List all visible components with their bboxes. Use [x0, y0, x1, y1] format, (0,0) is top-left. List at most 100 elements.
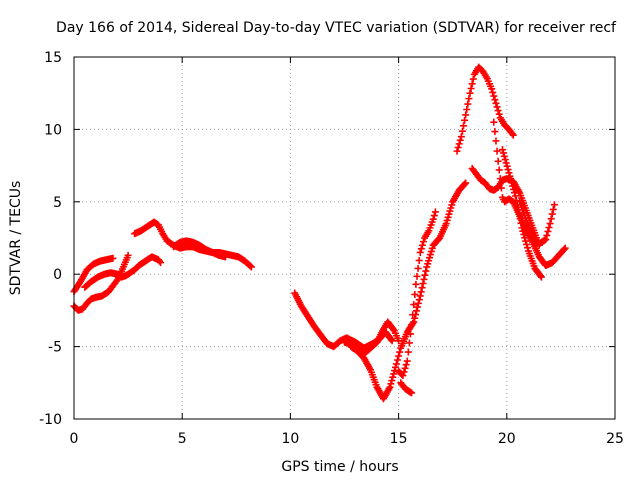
data-point	[247, 263, 255, 271]
data-point	[409, 319, 417, 327]
data-point	[388, 377, 396, 385]
data-point	[511, 192, 519, 200]
data-point	[410, 301, 418, 309]
data-point	[503, 162, 511, 170]
data-point	[155, 257, 163, 265]
data-point	[496, 175, 504, 183]
x-axis-label: GPS time / hours	[281, 459, 398, 475]
data-point	[516, 215, 524, 223]
data-point	[506, 172, 514, 180]
x-tick-labels: 0 5 10 15 20 25	[70, 431, 624, 447]
data-point	[560, 245, 568, 253]
data-point	[399, 372, 407, 380]
data-point	[549, 205, 557, 213]
data-point	[500, 152, 508, 160]
data-point	[112, 277, 120, 285]
data-point	[420, 275, 428, 283]
series-arc-15	[516, 198, 558, 248]
data-point	[493, 147, 501, 155]
data-point	[416, 292, 424, 300]
data-point	[407, 330, 415, 338]
data-point	[546, 220, 554, 228]
data-point	[542, 235, 550, 243]
y-tick-label: -5	[48, 340, 62, 356]
data-point	[414, 264, 422, 272]
data-point	[511, 189, 519, 197]
data-point	[493, 103, 501, 111]
data-point	[461, 116, 469, 124]
data-point	[523, 240, 531, 248]
data-point	[402, 361, 410, 369]
data-point	[419, 238, 427, 246]
data-point	[386, 383, 394, 391]
data-point	[409, 311, 417, 319]
data-point	[403, 357, 411, 365]
plot-frame	[73, 56, 616, 420]
data-point	[390, 370, 398, 378]
data-point	[458, 127, 466, 135]
data-point	[413, 303, 421, 311]
data-point	[495, 110, 503, 118]
series-arc-5	[170, 237, 229, 261]
data-point	[463, 105, 471, 113]
data-point	[461, 180, 469, 188]
data-point	[510, 185, 518, 193]
data-point	[401, 364, 409, 372]
series-arc-3	[81, 253, 165, 291]
y-tick-label: 5	[53, 195, 62, 211]
data-point	[494, 107, 502, 115]
data-point	[392, 363, 400, 371]
data-point	[429, 215, 437, 223]
data-point	[488, 85, 496, 93]
data-point	[464, 100, 472, 108]
data-point	[505, 169, 513, 177]
data-point	[416, 248, 424, 256]
data-point	[394, 356, 402, 364]
data-point	[411, 314, 419, 322]
data-point	[411, 290, 419, 298]
data-point	[547, 215, 555, 223]
y-tick-label: -10	[39, 412, 62, 428]
data-point	[522, 237, 530, 245]
data-point	[497, 184, 505, 192]
data-point	[247, 262, 255, 270]
data-point	[517, 219, 525, 227]
data-point	[501, 156, 509, 164]
data-point	[469, 75, 477, 83]
y-tick-label: 10	[44, 122, 62, 138]
data-point	[507, 175, 515, 183]
data-point	[389, 325, 397, 333]
data-point	[490, 118, 498, 126]
data-point	[413, 307, 421, 315]
data-point	[544, 227, 552, 235]
data-point	[415, 296, 423, 304]
data-point	[430, 212, 438, 220]
data-point	[109, 254, 117, 262]
data-points	[70, 63, 569, 403]
data-point	[545, 224, 553, 232]
data-point	[421, 271, 429, 279]
data-point	[504, 166, 512, 174]
data-point	[157, 259, 165, 267]
x-tick-label: 0	[70, 431, 79, 447]
data-point	[537, 273, 545, 281]
y-axis-label: SDTVAR / TECUs	[8, 181, 24, 296]
data-point	[491, 96, 499, 104]
y-tick-label: 15	[44, 50, 62, 66]
data-point	[508, 130, 516, 138]
data-point	[412, 280, 420, 288]
data-point	[524, 244, 532, 252]
data-point	[124, 251, 132, 259]
data-point	[521, 234, 529, 242]
data-point	[561, 244, 569, 252]
data-point	[508, 179, 516, 187]
x-tick-label: 15	[390, 431, 408, 447]
data-point	[422, 267, 430, 275]
data-point	[548, 210, 556, 218]
series-arc-2	[70, 251, 132, 314]
x-tick-label: 5	[178, 431, 187, 447]
data-point	[498, 146, 506, 154]
series-arc-13	[490, 118, 569, 270]
x-tick-label: 10	[281, 431, 299, 447]
